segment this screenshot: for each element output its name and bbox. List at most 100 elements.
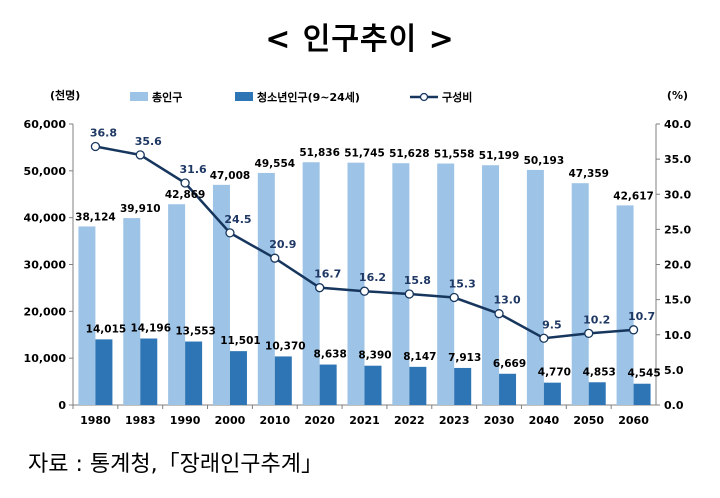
data-label-total: 42,617 — [613, 190, 654, 202]
right-tick-label: 0.0 — [664, 399, 684, 412]
ratio-point — [225, 228, 235, 238]
bar-youth — [229, 351, 247, 405]
data-label-ratio: 20.9 — [269, 238, 296, 251]
x-tick-label: 2022 — [394, 414, 425, 427]
ratio-point — [584, 328, 594, 338]
chart-line — [90, 141, 639, 343]
x-tick-label: 2000 — [215, 414, 246, 427]
chart-legend: 총인구 청소년인구(9~24세) 구성비 — [130, 90, 472, 104]
bar-total — [212, 184, 230, 405]
source-note: 자료 : 통계청,「장래인구추계」 — [28, 452, 324, 477]
legend-label-total: 총인구 — [152, 90, 182, 104]
ratio-point — [359, 286, 370, 296]
data-label-youth: 6,669 — [493, 358, 526, 370]
data-label-total: 47,008 — [210, 170, 251, 182]
data-label-total: 51,558 — [434, 149, 475, 161]
data-label-youth: 4,853 — [583, 366, 616, 378]
data-label-total: 51,628 — [389, 148, 430, 160]
legend-label-ratio: 구성비 — [442, 90, 472, 104]
bar-youth — [319, 364, 337, 405]
left-tick-label: 60,000 — [24, 118, 67, 131]
left-tick-label: 0 — [58, 399, 66, 412]
x-tick-label: 2060 — [618, 414, 649, 427]
right-tick-label: 15.0 — [664, 294, 691, 307]
bar-total — [123, 218, 141, 405]
chart-bars — [78, 162, 651, 405]
bar-total — [616, 205, 634, 405]
ratio-point — [270, 253, 280, 263]
data-label-ratio: 9.5 — [542, 318, 562, 331]
data-label-ratio: 10.2 — [583, 313, 610, 326]
legend-marker-ratio — [419, 92, 429, 102]
ratio-point — [180, 178, 190, 188]
x-tick-label: 2023 — [439, 414, 470, 427]
data-label-youth: 8,390 — [358, 350, 391, 362]
bar-youth — [454, 367, 472, 405]
data-label-youth: 14,196 — [131, 323, 172, 335]
bar-total — [482, 165, 500, 405]
data-label-total: 51,745 — [344, 148, 385, 160]
legend-swatch-youth — [235, 92, 253, 101]
ratio-point — [315, 283, 325, 293]
ratio-point — [135, 150, 145, 160]
bar-total — [347, 162, 365, 405]
right-tick-label: 40.0 — [664, 118, 691, 131]
data-label-youth: 14,015 — [86, 323, 127, 335]
data-label-ratio: 16.7 — [314, 268, 341, 281]
left-tick-label: 20,000 — [24, 305, 67, 318]
left-tick-label: 40,000 — [24, 212, 67, 225]
ratio-point — [404, 289, 414, 299]
data-label-total: 51,836 — [299, 147, 340, 159]
bar-youth — [499, 373, 517, 405]
x-tick-label: 2050 — [573, 414, 604, 427]
bar-total — [392, 163, 410, 405]
data-label-youth: 10,370 — [265, 340, 306, 352]
bar-total — [437, 163, 455, 405]
ratio-point — [539, 333, 549, 343]
bar-youth — [140, 338, 158, 405]
data-label-ratio: 24.5 — [224, 213, 251, 226]
data-label-total: 49,554 — [255, 158, 296, 170]
bar-youth — [274, 356, 292, 405]
data-label-youth: 8,147 — [403, 351, 436, 363]
x-tick-label: 2020 — [304, 414, 335, 427]
legend-swatch-total — [130, 92, 148, 101]
data-label-youth: 11,501 — [220, 335, 261, 347]
bar-youth — [185, 341, 203, 405]
data-label-ratio: 36.8 — [90, 126, 117, 139]
x-tick-label: 2021 — [349, 414, 380, 427]
data-label-total: 39,910 — [120, 203, 161, 215]
data-label-youth: 7,913 — [448, 352, 481, 364]
data-label-ratio: 35.6 — [135, 135, 162, 148]
data-label-youth: 8,638 — [314, 349, 347, 361]
data-label-ratio: 15.3 — [449, 278, 476, 291]
left-tick-label: 50,000 — [24, 165, 67, 178]
bar-total — [78, 226, 96, 405]
ratio-point — [90, 141, 101, 152]
data-label-ratio: 31.6 — [180, 163, 207, 176]
data-label-total: 50,193 — [524, 155, 565, 167]
data-label-ratio: 16.2 — [359, 271, 386, 284]
left-tick-label: 30,000 — [24, 259, 67, 272]
data-label-youth: 4,545 — [627, 368, 660, 380]
right-tick-label: 20.0 — [664, 259, 691, 272]
data-label-youth: 13,553 — [175, 326, 216, 338]
left-tick-label: 10,000 — [24, 352, 67, 365]
data-label-youth: 4,770 — [538, 367, 571, 379]
data-label-ratio: 10.7 — [628, 310, 655, 323]
bar-total — [526, 169, 544, 405]
bar-youth — [364, 365, 382, 405]
bar-youth — [409, 366, 427, 405]
data-label-total: 51,199 — [479, 150, 520, 162]
bar-youth — [588, 382, 606, 405]
right-axis-unit: (%) — [667, 89, 688, 102]
data-label-ratio: 15.8 — [404, 274, 431, 287]
legend-label-youth: 청소년인구(9~24세) — [257, 90, 360, 104]
x-tick-label: 1990 — [170, 414, 201, 427]
ratio-point — [494, 309, 504, 319]
bar-youth — [633, 383, 651, 405]
right-tick-label: 10.0 — [664, 329, 691, 342]
bar-total — [302, 162, 320, 405]
bar-total — [257, 172, 275, 405]
data-label-total: 42,869 — [165, 189, 206, 201]
